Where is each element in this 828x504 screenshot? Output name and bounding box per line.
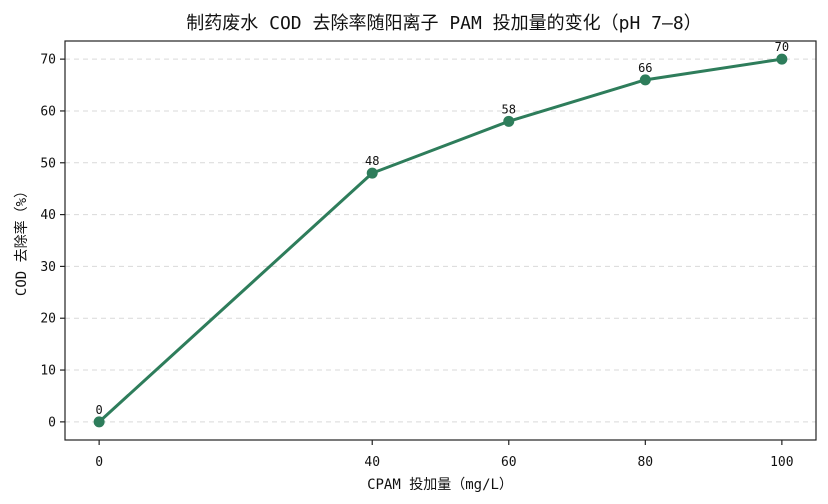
x-tick-label: 40 (364, 455, 380, 470)
data-point (639, 74, 651, 86)
gridlines (65, 58, 816, 423)
data-label: 0 (96, 403, 103, 417)
x-tick-label: 60 (501, 455, 517, 470)
y-tick-label: 50 (40, 156, 56, 171)
x-axis: 0 40 60 80 100 (95, 440, 794, 470)
data-labels: 0 48 58 66 70 (96, 40, 790, 417)
y-tick-label: 40 (40, 208, 56, 223)
y-tick-label: 0 (48, 415, 56, 430)
y-axis: 0 10 20 30 40 50 60 70 (40, 53, 65, 430)
data-label: 48 (365, 154, 379, 168)
x-tick-label: 100 (770, 455, 793, 470)
data-point (503, 115, 515, 127)
y-axis-label: COD 去除率（%） (13, 184, 30, 296)
plot-frame (64, 40, 817, 441)
data-label: 58 (502, 102, 516, 116)
y-tick-label: 60 (40, 104, 56, 119)
data-label: 70 (775, 40, 789, 54)
y-tick-label: 70 (40, 53, 56, 68)
x-tick-label: 0 (95, 455, 103, 470)
x-axis-label: CPAM 投加量（mg/L） (367, 477, 513, 493)
chart-title: 制药废水 COD 去除率随阳离子 PAM 投加量的变化（pH 7–8） (186, 13, 701, 34)
y-tick-label: 10 (40, 364, 56, 379)
y-tick-label: 20 (40, 312, 56, 327)
series-layer (93, 53, 788, 428)
data-label: 66 (638, 61, 652, 75)
y-tick-label: 30 (40, 260, 56, 275)
data-point (776, 53, 788, 65)
x-tick-label: 80 (637, 455, 653, 470)
series-line (98, 57, 783, 423)
data-point (93, 416, 105, 428)
data-point (366, 167, 378, 179)
